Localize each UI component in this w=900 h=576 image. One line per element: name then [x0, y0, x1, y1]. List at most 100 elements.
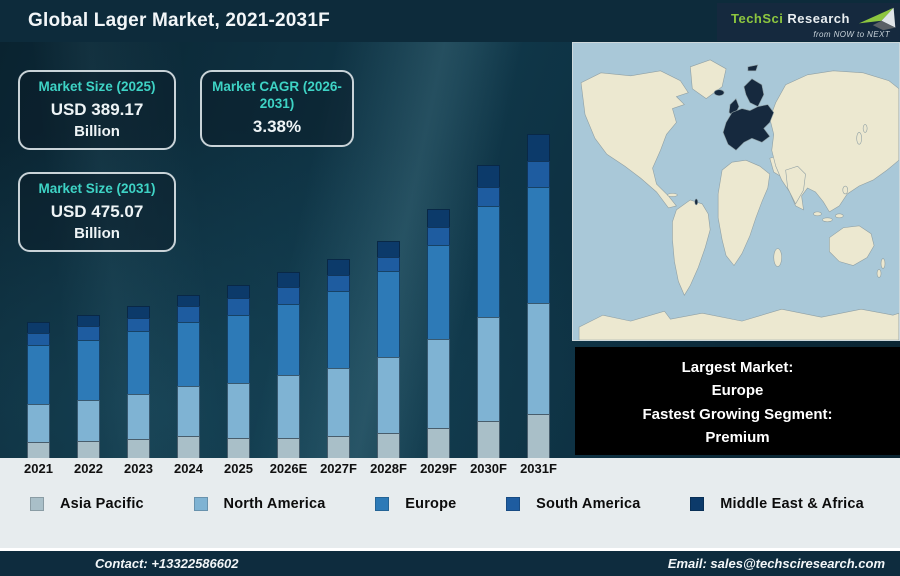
- bar-segment-europe: [477, 206, 500, 317]
- bar-segment-north-america: [327, 368, 350, 436]
- bar-segment-europe: [77, 340, 100, 400]
- market-size-2025-box: Market Size (2025) USD 389.17 Billion: [18, 70, 176, 150]
- highlight-svalbard: [747, 64, 759, 72]
- legend-swatch: [193, 497, 208, 511]
- bar-segment-europe: [377, 271, 400, 357]
- bar-segment-asia-pacific: [77, 441, 100, 458]
- island-indonesia-1: [813, 211, 822, 217]
- stat-label: Market CAGR (2026-2031): [212, 79, 342, 111]
- bar-segment-north-america: [427, 339, 450, 428]
- bar-2027f: [327, 259, 350, 458]
- logo-tagline: from NOW to NEXT: [813, 29, 890, 39]
- bar-segment-asia-pacific: [377, 433, 400, 458]
- logo-text-secondary: Research: [787, 11, 850, 26]
- bar-segment-north-america: [27, 404, 50, 442]
- legend-item-europe: Europe: [375, 496, 456, 512]
- bar-2021: [27, 322, 50, 458]
- mark-guyana: [694, 198, 699, 206]
- bar-2028f: [377, 241, 400, 458]
- island-indonesia-2: [822, 217, 833, 223]
- callout-line: Fastest Growing Segment:: [642, 405, 833, 423]
- stat-label: Market Size (2025): [38, 79, 156, 94]
- stat-unit: Billion: [74, 122, 120, 140]
- bar-segment-asia-pacific: [177, 436, 200, 458]
- stat-value: USD 475.07: [50, 201, 144, 221]
- x-axis-label-2030f: 2030F: [470, 461, 507, 476]
- legend-swatch: [30, 497, 44, 511]
- bar-2024: [177, 295, 200, 458]
- callout-line: Premium: [705, 428, 770, 446]
- techsci-logo: TechSci Research from NOW to NEXT: [717, 3, 900, 41]
- bar-segment-north-america: [227, 383, 250, 438]
- continent-greenland: [689, 59, 727, 99]
- header-bar: Global Lager Market, 2021-2031F TechSci …: [0, 0, 900, 42]
- bar-segment-north-america: [477, 317, 500, 421]
- highlight-iceland: [713, 89, 725, 96]
- continent-africa: [717, 159, 771, 267]
- bar-segment-middle-east-africa: [277, 272, 300, 287]
- legend-item-middle-east-africa: Middle East & Africa: [690, 496, 864, 512]
- x-axis-label-2023: 2023: [124, 461, 153, 476]
- bar-chart: [0, 42, 572, 458]
- legend-label: North America: [223, 496, 326, 512]
- x-axis-label-2025: 2025: [224, 461, 253, 476]
- bar-segment-south-america: [427, 227, 450, 245]
- continent-antarctica: [578, 308, 899, 340]
- legend-label: Europe: [405, 496, 457, 512]
- bar-segment-north-america: [127, 394, 150, 439]
- legend-item-south-america: South America: [506, 496, 640, 512]
- legend-swatch: [506, 497, 521, 511]
- bar-segment-middle-east-africa: [527, 134, 550, 161]
- bar-segment-south-america: [227, 298, 250, 315]
- bar-segment-middle-east-africa: [377, 241, 400, 257]
- email-text: Email: sales@techsciresearch.com: [667, 556, 885, 571]
- bar-2023: [127, 306, 150, 458]
- legend-swatch: [690, 497, 705, 511]
- bar-segment-south-america: [377, 257, 400, 271]
- bar-segment-europe: [177, 322, 200, 386]
- contact-text: Contact: +13322586602: [95, 556, 239, 571]
- island-japan-1: [856, 132, 862, 145]
- bar-segment-middle-east-africa: [227, 285, 250, 298]
- bar-segment-middle-east-africa: [177, 295, 200, 306]
- main-canvas: Market Size (2025) USD 389.17 Billion Ma…: [0, 42, 900, 458]
- x-axis-label-2027f: 2027F: [320, 461, 357, 476]
- bar-2030f: [477, 165, 500, 458]
- bar-segment-middle-east-africa: [327, 259, 350, 275]
- island-new-zealand-2: [876, 269, 882, 278]
- arrow-swoosh-icon: [858, 7, 896, 30]
- x-axis-label-2031f: 2031F: [520, 461, 557, 476]
- bar-segment-europe: [527, 187, 550, 303]
- bar-segment-europe: [327, 291, 350, 368]
- bar-2029f: [427, 209, 450, 458]
- x-axis-label-2028f: 2028F: [370, 461, 407, 476]
- highlight-europe-mainland: [722, 104, 775, 151]
- callout-line: Largest Market:: [681, 359, 794, 376]
- bar-segment-middle-east-africa: [27, 322, 50, 333]
- bar-segment-middle-east-africa: [427, 209, 450, 227]
- world-map: [572, 42, 900, 341]
- bar-segment-north-america: [77, 400, 100, 441]
- bar-segment-middle-east-africa: [127, 306, 150, 318]
- x-axis-label-2021: 2021: [24, 461, 53, 476]
- bar-segment-north-america: [277, 375, 300, 438]
- legend-item-asia-pacific: Asia Pacific: [30, 496, 144, 512]
- bar-segment-europe: [277, 304, 300, 375]
- bar-segment-south-america: [77, 326, 100, 340]
- bar-segment-asia-pacific: [277, 438, 300, 458]
- highlight-scandinavia: [743, 78, 765, 107]
- bar-segment-europe: [127, 331, 150, 394]
- bar-2026e: [277, 272, 300, 458]
- island-cuba: [667, 193, 678, 197]
- bar-segment-middle-east-africa: [477, 165, 500, 187]
- bar-segment-south-america: [27, 333, 50, 345]
- callout-line: Europe: [711, 382, 764, 400]
- page-title: Global Lager Market, 2021-2031F: [28, 10, 330, 31]
- footer-divider: [0, 548, 900, 551]
- bar-2031f: [527, 134, 550, 458]
- x-axis-label-2026e: 2026E: [269, 461, 308, 476]
- bar-segment-europe: [427, 245, 450, 339]
- bar-segment-asia-pacific: [227, 438, 250, 458]
- x-axis-label-2024: 2024: [174, 461, 203, 476]
- bar-segment-asia-pacific: [27, 442, 50, 458]
